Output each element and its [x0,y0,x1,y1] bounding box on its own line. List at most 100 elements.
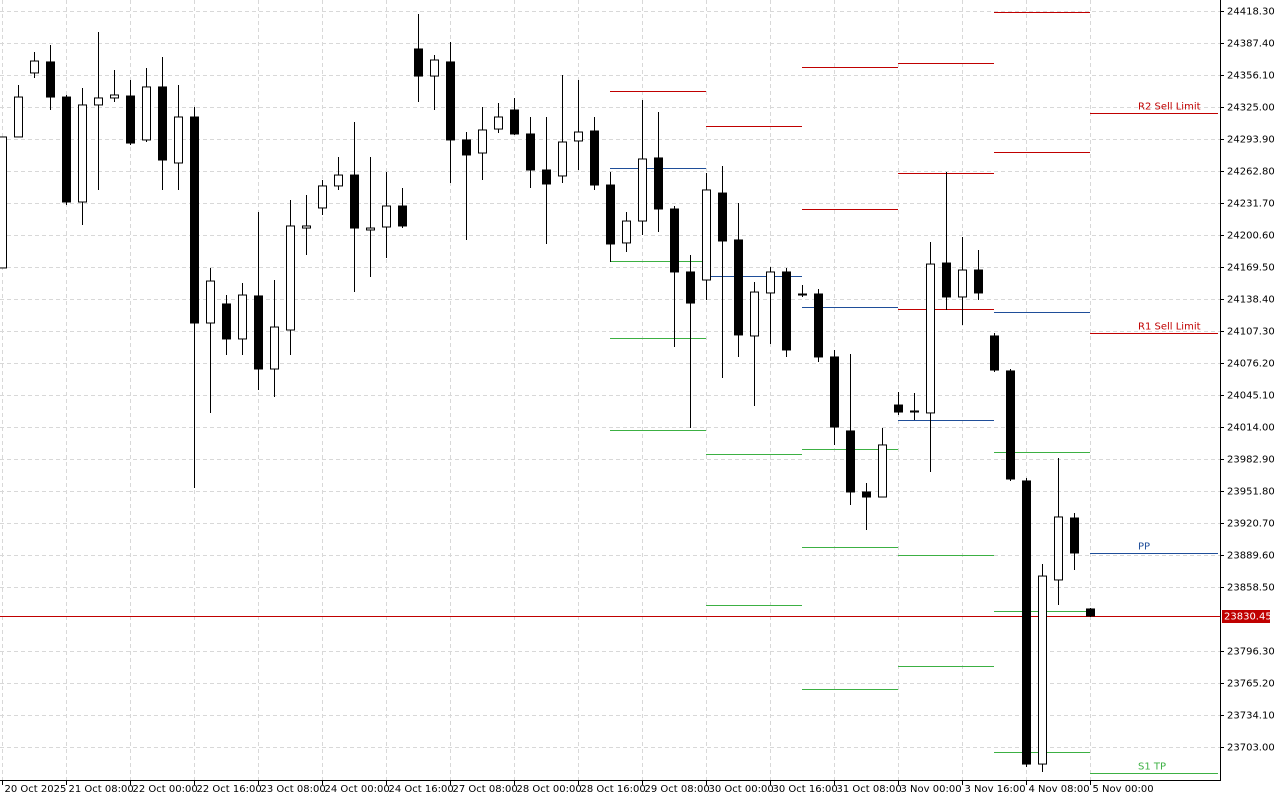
x-tick-label: 30 Oct 00:00 [709,784,774,795]
candle-body [142,86,151,141]
candle-body [638,158,647,222]
candle-body [174,116,183,164]
y-tick-label: 24014.00 [1227,423,1275,434]
x-tick-label: 28 Oct 00:00 [517,784,582,795]
candle-body [0,136,7,269]
y-tick-label: 24076.20 [1227,359,1275,370]
x-tick-label: 27 Oct 08:00 [453,784,518,795]
candle-body [846,430,855,493]
candle-body [782,271,791,351]
y-tick-label: 23703.00 [1227,743,1275,754]
candle-body [30,60,39,74]
candle-body [206,280,215,324]
current-price-label: 23830.45 [1224,612,1272,623]
pivot-label: PP [1138,542,1150,553]
candle-body [766,271,775,294]
y-tick-label: 24325.00 [1227,103,1275,114]
candle-body [878,444,887,498]
y-tick-label: 23734.10 [1227,711,1275,722]
x-tick-label: 23 Oct 08:00 [261,784,326,795]
x-tick-label: 24 Oct 00:00 [325,784,390,795]
candle-body [974,269,983,294]
y-tick-label: 23982.90 [1227,455,1275,466]
candle-body [1022,480,1031,765]
x-tick-label: 24 Oct 16:00 [389,784,454,795]
candle-body [62,96,71,203]
x-tick-label: 30 Oct 16:00 [773,784,838,795]
candle-body [1070,517,1079,554]
candle-body [718,192,727,242]
candle-body [654,157,663,210]
candle-body [158,86,167,161]
candle-body [1038,575,1047,765]
candle-body [190,116,199,324]
candle-body [606,184,615,245]
y-tick-label: 24107.30 [1227,327,1275,338]
candle-body [382,205,391,228]
candle-body [254,295,263,370]
candle-body [126,95,135,144]
candle-body [366,227,375,231]
candle-body [990,335,999,371]
candle-body [94,97,103,106]
candle-body [558,141,567,177]
candle-body [510,109,519,135]
y-tick-label: 24169.50 [1227,263,1275,274]
candle-body [446,61,455,141]
candle-body [46,61,55,98]
candle-body [542,169,551,185]
candle-body [574,131,583,142]
candle-body [862,491,871,498]
candle-body [478,129,487,154]
candle-body [926,263,935,414]
x-tick-label: 4 Nov 08:00 [1029,784,1090,795]
current-price-box [1222,610,1270,623]
candles [0,13,1095,772]
candle-body [286,225,295,331]
candle-body [78,104,87,203]
candle-body [622,220,631,244]
candle-body [830,356,839,428]
candle-body [686,271,695,304]
x-tick-label: 31 Oct 08:00 [837,784,902,795]
candle-body [1054,516,1063,581]
y-tick-label: 24387.40 [1227,39,1275,50]
candle-body [670,208,679,273]
candle-body [350,174,359,229]
y-tick-label: 24045.10 [1227,391,1275,402]
pivot-label: R1 Sell Limit [1138,322,1201,333]
y-tick-label: 24293.90 [1227,135,1275,146]
y-tick-label: 23889.60 [1227,551,1275,562]
x-tick-label: 3 Nov 00:00 [901,784,962,795]
candle-body [894,404,903,413]
x-tick-label: 21 Oct 08:00 [69,784,134,795]
candle-body [590,130,599,186]
y-tick-label: 23765.20 [1227,679,1275,690]
candle-body [494,116,503,130]
candle-body [238,294,247,340]
candle-body [526,133,535,171]
candle-body [1086,608,1095,617]
candle-body [414,48,423,77]
candle-body [942,262,951,298]
candle-body [430,59,439,77]
x-tick-label: 22 Oct 00:00 [133,784,198,795]
candle-body [398,205,407,227]
candle-body [270,326,279,370]
x-tick-label: 22 Oct 16:00 [197,784,262,795]
x-tick-label: 28 Oct 16:00 [581,784,646,795]
candle-body [814,293,823,358]
candle-body [110,94,119,99]
candle-body [14,96,23,138]
y-tick-label: 23951.80 [1227,487,1275,498]
candle-body [702,189,711,281]
x-tick-label: 5 Nov 00:00 [1093,784,1154,795]
y-tick-label: 24356.10 [1227,71,1275,82]
x-tick-label: 3 Nov 16:00 [965,784,1026,795]
x-tick-label: 29 Oct 08:00 [645,784,710,795]
candle-body [734,239,743,336]
x-tick-label: 20 Oct 2025 [5,784,67,795]
